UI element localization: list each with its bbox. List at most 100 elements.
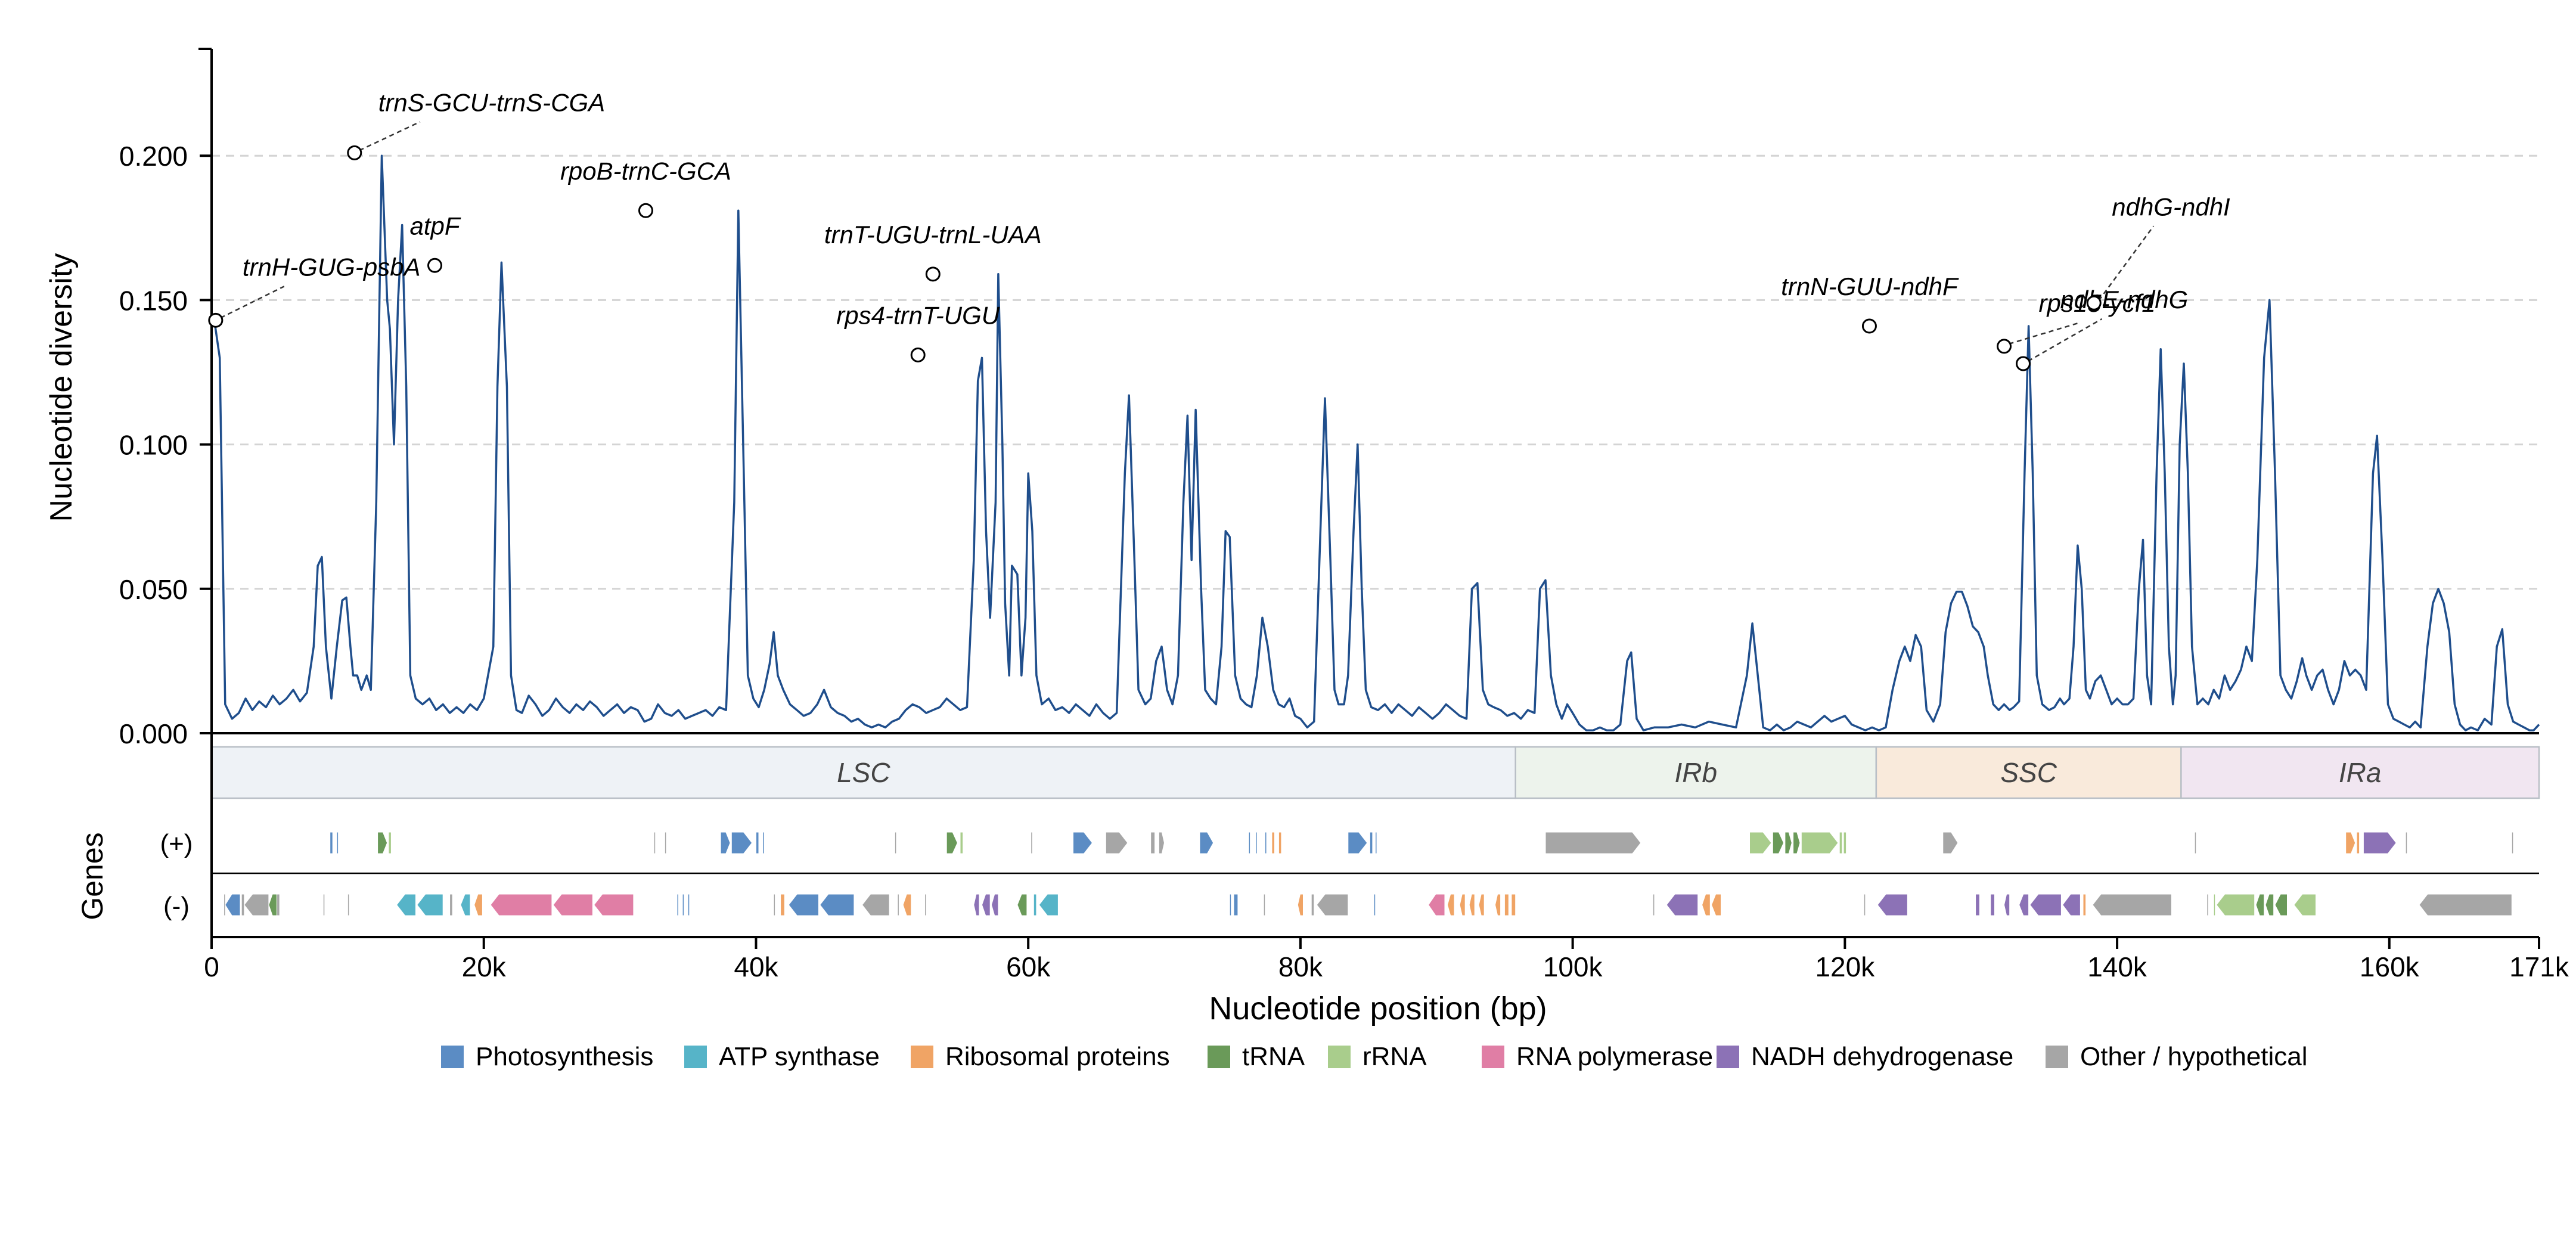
diversity-line xyxy=(213,154,2540,731)
x-tick-label: 171k xyxy=(2509,951,2569,982)
y-tick-label: 0.100 xyxy=(119,430,188,461)
gene-feature xyxy=(2029,894,2062,916)
peak-annotation: rpoB-trnC-GCA xyxy=(560,157,731,218)
region-lsc: LSC xyxy=(210,746,1516,799)
y-axis-label: Nucleotide diversity xyxy=(44,253,79,522)
gene-feature xyxy=(2511,832,2514,854)
gene-feature xyxy=(1843,832,1847,854)
x-tick-label: 160k xyxy=(2360,951,2420,982)
region-ssc: SSC xyxy=(1875,746,2182,799)
gene-feature xyxy=(1031,832,1033,854)
gene-feature xyxy=(1447,894,1455,916)
peak-annotation: trnN-GUU-ndhF xyxy=(1781,272,1959,334)
gene-feature xyxy=(490,894,553,916)
gene-feature xyxy=(553,894,593,916)
gene-feature xyxy=(2019,894,2029,916)
gene-feature xyxy=(336,832,339,854)
annotation-label: atpF xyxy=(409,212,461,240)
gene-feature xyxy=(460,894,471,916)
gene-feature xyxy=(268,894,278,916)
annotation-label: trnS-GCU-trnS-CGA xyxy=(378,88,605,116)
gene-feature xyxy=(347,894,350,916)
gene-feature xyxy=(2293,894,2316,916)
gene-feature xyxy=(2274,894,2288,916)
legend-swatch xyxy=(441,1046,464,1068)
gene-feature xyxy=(1990,894,1995,916)
annotation-leader xyxy=(2098,225,2155,302)
gene-feature xyxy=(1801,832,1839,854)
legend-swatch xyxy=(2046,1046,2068,1068)
gene-feature xyxy=(897,894,899,916)
legend-entry: rRNA xyxy=(1328,1042,1427,1071)
gene-feature xyxy=(1504,894,1509,916)
gene-feature xyxy=(1271,832,1275,854)
axes: 0.000 0.050 0.100 0.150 0.200 0 20k 40k 60k 80k 10… xyxy=(119,48,2569,982)
gene-feature xyxy=(449,894,453,916)
gene-feature xyxy=(676,894,679,916)
gene-feature xyxy=(2265,894,2274,916)
gene-feature xyxy=(594,894,634,916)
legend-label: ATP synthase xyxy=(719,1042,880,1071)
x-tick-label: 0 xyxy=(204,951,219,982)
x-tick-label: 20k xyxy=(462,951,507,982)
gene-feature xyxy=(1652,894,1655,916)
y-tick-label: 0.200 xyxy=(119,141,188,172)
legend-swatch xyxy=(684,1046,707,1068)
legend-swatch xyxy=(1482,1046,1504,1068)
region-label: IRb xyxy=(1674,757,1717,788)
region-label: LSC xyxy=(837,757,890,788)
gene-feature xyxy=(1158,832,1165,854)
legend-label: NADH dehydrogenase xyxy=(1751,1042,2013,1071)
gene-feature xyxy=(2003,894,2010,916)
gene-feature xyxy=(1545,832,1641,854)
gene-feature xyxy=(682,894,685,916)
peak-marker xyxy=(638,203,653,218)
gene-feature xyxy=(1427,894,1445,916)
gene-feature xyxy=(2363,832,2397,854)
peak-annotation: ndhE-ndhG xyxy=(2016,286,2188,371)
y-tick-label: 0.000 xyxy=(119,718,188,749)
peak-annotation: trnT-UGU-trnL-UAA xyxy=(824,221,1042,282)
legend-entry: ATP synthase xyxy=(684,1042,880,1071)
gene-feature xyxy=(924,894,927,916)
peak-marker xyxy=(427,258,443,273)
gene-feature xyxy=(224,894,226,916)
gene-feature xyxy=(377,832,388,854)
gene-feature xyxy=(1017,894,1028,916)
annotation-label: trnH-GUG-psbA xyxy=(243,253,421,281)
gene-feature xyxy=(2194,832,2197,854)
peak-annotation: rps4-trnT-UGU xyxy=(836,301,1000,362)
annotation-label: ndhG-ndhI xyxy=(2112,193,2230,221)
grid-lines xyxy=(212,154,2539,590)
x-tick-label: 80k xyxy=(1278,951,1323,982)
gene-feature xyxy=(2092,894,2172,916)
legend-entry: NADH dehydrogenase xyxy=(1717,1042,2013,1071)
gene-feature xyxy=(773,894,776,916)
annotation-leader xyxy=(2027,318,2103,362)
annotation-label: trnT-UGU-trnL-UAA xyxy=(824,221,1042,249)
gene-feature xyxy=(2419,894,2512,916)
x-tick-label: 40k xyxy=(734,951,778,982)
legend-swatch xyxy=(1208,1046,1230,1068)
legend-entry: tRNA xyxy=(1208,1042,1305,1071)
legend: Photosynthesis ATP synthase Ribosomal prot… xyxy=(441,1042,2308,1071)
peak-annotation: ndhG-ndhI xyxy=(2086,193,2230,311)
gene-feature xyxy=(1316,894,1349,916)
gene-feature xyxy=(973,894,980,916)
legend-entry: RNA polymerase xyxy=(1482,1042,1713,1071)
annotation-label: rps4-trnT-UGU xyxy=(836,301,1000,329)
gene-feature xyxy=(1459,894,1466,916)
gene-feature xyxy=(1702,894,1711,916)
gene-feature xyxy=(474,894,483,916)
annotation-label: rpoB-trnC-GCA xyxy=(560,157,731,185)
axis-labels: Nucleotide diversity Nucleotide position… xyxy=(44,253,1547,1026)
gene-feature xyxy=(241,894,245,916)
gene-feature xyxy=(731,832,753,854)
peak-marker xyxy=(208,312,224,328)
gene-feature xyxy=(653,832,656,854)
gene-feature xyxy=(322,894,325,916)
legend-swatch xyxy=(911,1046,933,1068)
gene-feature xyxy=(902,894,912,916)
gene-feature xyxy=(780,894,785,916)
